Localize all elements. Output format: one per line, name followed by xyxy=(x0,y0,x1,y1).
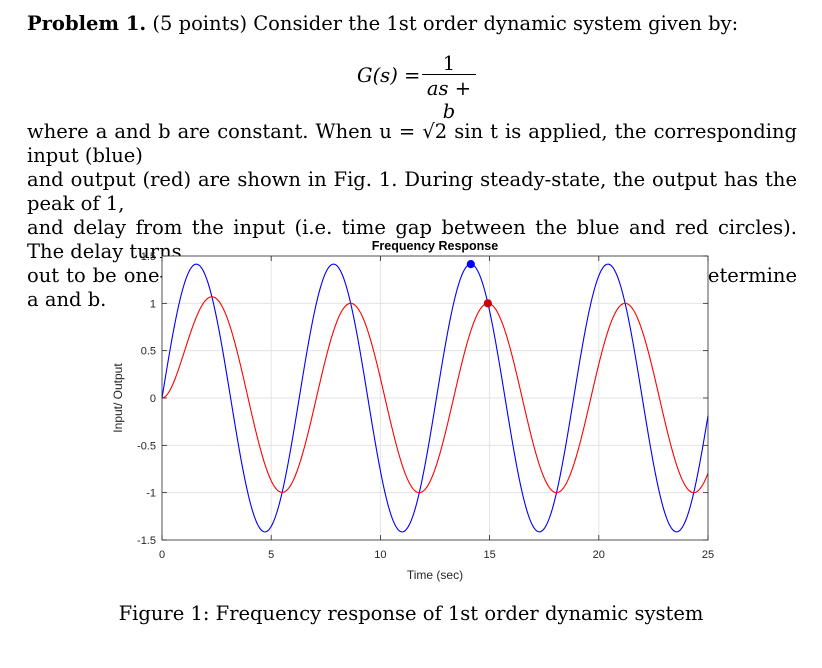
equation-numerator: 1 xyxy=(442,52,456,75)
input-series-line xyxy=(161,263,709,533)
x-tick-label: 20 xyxy=(593,549,605,561)
x-tick-label: 15 xyxy=(483,549,495,561)
y-tick-label: 1 xyxy=(150,298,156,310)
frequency-response-chart: 0 5 10 15 20 25 1.5 1 0.5 0 -0.5 -1 -1.5 Frequency Re… xyxy=(111,239,714,582)
y-tick-label: 1.5 xyxy=(141,251,156,263)
problem-statement: Problem 1. (5 points) Consider the 1st o… xyxy=(27,12,797,36)
y-tick-label: -0.5 xyxy=(137,440,156,452)
fraction-bar xyxy=(422,74,476,75)
problem-points: (5 points) xyxy=(152,12,248,35)
frequency-response-figure: 0 5 10 15 20 25 1.5 1 0.5 0 -0.5 -1 -1.5 Frequency Re… xyxy=(0,230,822,590)
body-line: and output (red) are shown in Fig. 1. Du… xyxy=(27,168,797,215)
problem-label: Problem 1. xyxy=(27,12,147,35)
problem-intro: Consider the 1st order dynamic system gi… xyxy=(253,12,739,35)
figure-caption: Figure 1: Frequency response of 1st orde… xyxy=(118,602,704,625)
x-tick-label: 10 xyxy=(374,549,386,561)
x-tick-label: 25 xyxy=(702,549,714,561)
body-line: and delay from the input (i.e. time gap … xyxy=(27,216,797,263)
chart-title: Frequency Response xyxy=(372,239,498,253)
y-tick-label: -1.5 xyxy=(137,535,156,547)
output-peak-marker xyxy=(483,299,492,308)
equation-denominator: as + b xyxy=(426,77,472,123)
x-axis-label: Time (sec) xyxy=(407,568,463,582)
x-tick-label: 5 xyxy=(268,549,274,561)
y-axis-label: Input/ Output xyxy=(111,363,125,433)
y-tick-label: 0.5 xyxy=(141,346,156,358)
input-peak-marker xyxy=(466,260,475,269)
equation-fraction: 1 as + b xyxy=(420,52,478,123)
y-tick-label: 0 xyxy=(150,393,156,405)
equation-lhs: G(s) = xyxy=(357,64,421,87)
body-line: where a and b are constant. When u = √2 … xyxy=(27,120,797,167)
y-tick-label: -1 xyxy=(146,488,156,500)
output-series-line xyxy=(161,296,709,494)
x-tick-label: 0 xyxy=(159,549,165,561)
